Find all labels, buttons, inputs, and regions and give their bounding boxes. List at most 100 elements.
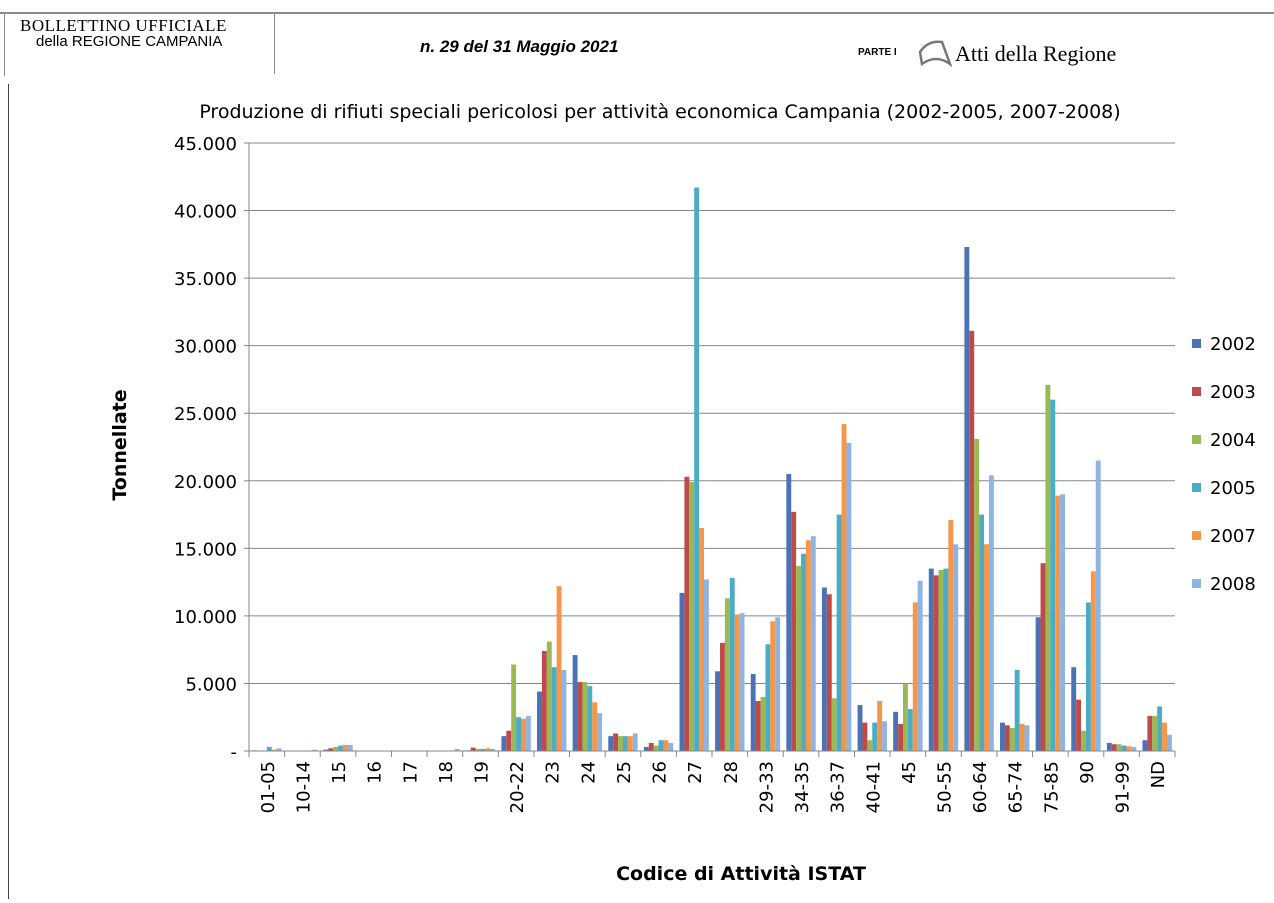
bar-2004 xyxy=(760,696,766,751)
bar-2003 xyxy=(755,701,761,751)
bar-2003 xyxy=(613,733,619,751)
bar-2005 xyxy=(1050,399,1056,751)
bar-2007 xyxy=(770,621,776,751)
gridlines xyxy=(249,142,1175,684)
bar-2007 xyxy=(734,614,740,751)
bar-2004 xyxy=(1045,384,1051,751)
bar-2002 xyxy=(1071,667,1077,751)
bar-2003 xyxy=(470,747,476,751)
bar-2002 xyxy=(857,705,863,751)
bar-2008 xyxy=(917,580,923,751)
bar-2007 xyxy=(699,528,704,751)
bar-2003 xyxy=(577,682,583,751)
bar-2004 xyxy=(902,683,908,751)
bar-2004 xyxy=(974,438,980,751)
legend-label: 2003 xyxy=(1210,382,1256,403)
bar-2005 xyxy=(1121,745,1127,751)
x-tick-label: 34-35 xyxy=(792,761,813,813)
bar-2008 xyxy=(276,748,282,751)
bar-2008 xyxy=(739,613,745,751)
bar-2002 xyxy=(1000,722,1005,751)
bar-2007 xyxy=(485,748,491,751)
x-tick-label: 29-33 xyxy=(756,761,777,813)
bar-2003 xyxy=(933,575,939,751)
bar-2007 xyxy=(556,586,562,751)
bar-2005 xyxy=(338,745,343,751)
bar-2007 xyxy=(1090,571,1096,751)
y-tick-label: 35.000 xyxy=(174,269,237,290)
bar-2007 xyxy=(841,424,847,751)
legend-swatch xyxy=(1192,387,1201,396)
bar-2003 xyxy=(791,511,797,751)
x-tick-label: 65-74 xyxy=(1006,761,1027,813)
bar-2003 xyxy=(862,722,868,751)
x-tick-label: ND xyxy=(1148,761,1169,788)
bar-2003 xyxy=(648,742,654,751)
bar-2004 xyxy=(1116,744,1122,751)
bar-2003 xyxy=(969,330,975,751)
x-axis-label: Codice di Attività ISTAT xyxy=(616,863,866,885)
masthead-box xyxy=(18,14,275,74)
x-tick-label: 60-64 xyxy=(970,761,991,813)
bar-2004 xyxy=(1152,715,1158,751)
legend-label: 2005 xyxy=(1210,478,1256,499)
x-tick-label: 19 xyxy=(472,761,493,784)
bar-2003 xyxy=(684,476,690,751)
bar-2005 xyxy=(979,514,985,751)
bar-2002 xyxy=(750,673,756,751)
x-tick-label: 45 xyxy=(899,761,920,784)
bar-2008 xyxy=(668,742,674,751)
bar-2008 xyxy=(561,669,567,751)
bar-2007 xyxy=(627,736,633,751)
bar-2003 xyxy=(1040,563,1046,751)
y-tick-label: 40.000 xyxy=(174,202,237,223)
bar-2002 xyxy=(821,587,827,751)
section-title: Atti della Regione xyxy=(955,41,1117,66)
page-left-rule xyxy=(8,84,9,899)
bar-2002 xyxy=(964,247,970,751)
bar-2004 xyxy=(867,740,873,751)
bar-2004 xyxy=(618,736,623,751)
y-tick-label: 20.000 xyxy=(174,472,237,493)
bar-2008 xyxy=(347,744,353,751)
y-tick-label: 45.000 xyxy=(174,134,237,155)
y-tick-label: 25.000 xyxy=(174,404,237,425)
bar-2004 xyxy=(511,664,517,751)
bar-2005 xyxy=(943,568,949,751)
header-rule xyxy=(0,12,1274,14)
bar-2002 xyxy=(679,592,685,751)
bar-2005 xyxy=(658,740,664,751)
x-tick-label: 90 xyxy=(1077,761,1098,784)
bar-2003 xyxy=(1076,699,1082,751)
bar-2003 xyxy=(720,642,725,751)
bar-2007 xyxy=(912,602,918,751)
bar-2007 xyxy=(805,540,811,751)
bar-2008 xyxy=(597,713,603,751)
bar-2004 xyxy=(653,745,659,751)
header-left-rule xyxy=(4,14,5,76)
bar-2005 xyxy=(551,667,557,751)
bar-2003 xyxy=(328,748,334,751)
bar-2002 xyxy=(928,568,934,751)
bar-2004 xyxy=(689,482,695,751)
bar-series xyxy=(252,187,1172,751)
bar-2008 xyxy=(1131,746,1137,751)
bar-2003 xyxy=(541,651,547,751)
y-tick-label: - xyxy=(231,742,238,763)
bar-2004 xyxy=(333,746,339,751)
bar-2002 xyxy=(323,749,329,751)
bar-2002 xyxy=(608,736,614,751)
bar-2005 xyxy=(587,686,593,751)
bar-2007 xyxy=(1019,723,1025,751)
bar-2005 xyxy=(907,709,913,751)
x-tick-label: 27 xyxy=(685,761,706,784)
x-tick-label: 75-85 xyxy=(1041,761,1062,813)
bar-2008 xyxy=(632,733,638,751)
bar-2007 xyxy=(1055,495,1061,751)
bar-2002 xyxy=(643,746,649,751)
chart-title: Produzione di rifiuti speciali pericolos… xyxy=(199,101,1120,123)
bar-2002 xyxy=(1035,617,1041,751)
bar-2005 xyxy=(622,736,628,751)
bar-2004 xyxy=(796,565,802,751)
